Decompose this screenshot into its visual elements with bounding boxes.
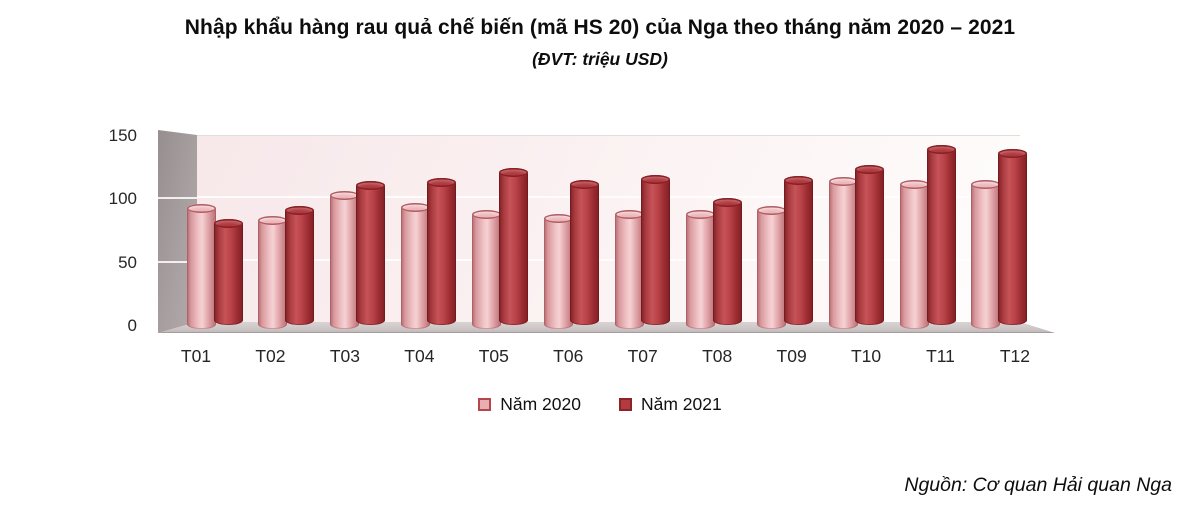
bar-cap: [686, 210, 716, 220]
legend-label-2021: Năm 2021: [641, 393, 722, 414]
bar-nam2020-T11: [900, 180, 929, 329]
y-tick-label-150: 150: [108, 125, 137, 145]
bar-nam2020-T05: [472, 210, 502, 329]
bar-nam2021-T07: [641, 174, 671, 325]
bar-nam2020-T08: [686, 210, 716, 329]
x-axis-label-T07: T07: [627, 346, 658, 366]
bar-nam2021-T09: [783, 175, 813, 325]
bar-nam2021-T05: [498, 168, 528, 325]
x-axis-label-T05: T05: [478, 346, 509, 366]
chart-unit-label: (ĐVT: triệu USD): [532, 49, 668, 69]
x-axis-label-T09: T09: [776, 346, 807, 366]
y-tick-label-50: 50: [118, 252, 137, 272]
bar-nam2021-T03: [356, 181, 386, 325]
bar-nam2020-T07: [614, 210, 644, 329]
bar-cap: [427, 178, 457, 188]
plot-back-wall: [197, 135, 1020, 323]
wall-gridline-50: [158, 260, 197, 263]
plot-floor: [158, 322, 1055, 333]
bar-cap: [187, 203, 216, 213]
legend-label-2020: Năm 2020: [500, 393, 581, 414]
x-axis-label-T04: T04: [404, 346, 435, 366]
x-axis-label-T06: T06: [553, 346, 584, 366]
chart-legend: Năm 2020 Năm 2021: [0, 392, 1200, 416]
bar-cap: [472, 210, 502, 220]
bar-cap: [926, 144, 956, 154]
bar-cap: [284, 205, 314, 215]
bar-cap: [498, 168, 528, 177]
bar-cap: [543, 214, 573, 224]
bar-cap: [971, 180, 1001, 190]
bar-nam2021-T04: [427, 178, 457, 325]
bar-nam2020-T12: [971, 180, 1001, 329]
bar-nam2021-T01: [213, 218, 243, 325]
bar-nam2020-T06: [543, 214, 573, 329]
bar-nam2021-T06: [570, 179, 599, 325]
chart-title: Nhập khẩu hàng rau quả chế biến (mã HS 2…: [184, 16, 1016, 39]
bar-nam2020-T03: [329, 190, 359, 329]
bar-nam2021-T10: [855, 165, 885, 325]
bar-nam2020-T02: [258, 215, 288, 329]
gridline-50: [197, 258, 1020, 261]
bar-cap: [855, 165, 885, 175]
bar-cap: [570, 179, 599, 189]
bar-nam2021-T02: [284, 205, 314, 325]
x-axis-label-T03: T03: [329, 346, 360, 366]
bar-cap: [356, 181, 386, 190]
x-axis-label-T02: T02: [255, 346, 286, 366]
x-axis-label-T01: T01: [180, 346, 212, 366]
bar-nam2020-T04: [400, 202, 430, 329]
bar-cap: [900, 180, 929, 190]
legend-item-2021: Năm 2021: [619, 394, 722, 415]
y-tick-label-100: 100: [108, 189, 137, 209]
bar-cap: [641, 174, 671, 184]
legend-swatch-2020: [478, 397, 492, 411]
x-axis-label-T11: T11: [926, 346, 955, 366]
legend-swatch-2021: [619, 397, 632, 411]
bar-cap: [757, 206, 787, 216]
x-axis-label-T10: T10: [850, 346, 882, 366]
bar-cap: [712, 197, 742, 207]
bar-cap: [783, 175, 813, 185]
source-attribution: Nguồn: Cơ quan Hải quan Nga: [904, 474, 1172, 496]
bar-cap: [997, 148, 1027, 158]
bar-nam2021-T11: [926, 144, 956, 325]
bar-cap: [828, 176, 858, 186]
x-axis-label-T12: T12: [999, 346, 1031, 366]
bar-cap: [213, 218, 243, 228]
bar-nam2020-T09: [757, 206, 787, 329]
y-tick-label-0: 0: [127, 316, 137, 335]
bar-nam2020-T01: [187, 203, 216, 329]
gridline-100: [197, 196, 1020, 199]
bar-nam2021-T08: [712, 197, 742, 325]
x-axis-label-T08: T08: [702, 346, 733, 366]
bar-cap: [258, 215, 288, 225]
bar-cap: [329, 190, 359, 200]
wall-gridline-100: [158, 197, 197, 200]
bar-cap: [614, 210, 644, 220]
legend-item-2020: Năm 2020: [478, 394, 581, 415]
bar-nam2021-T12: [997, 148, 1027, 325]
bar-nam2020-T10: [828, 176, 858, 329]
bar-cap: [400, 202, 430, 212]
